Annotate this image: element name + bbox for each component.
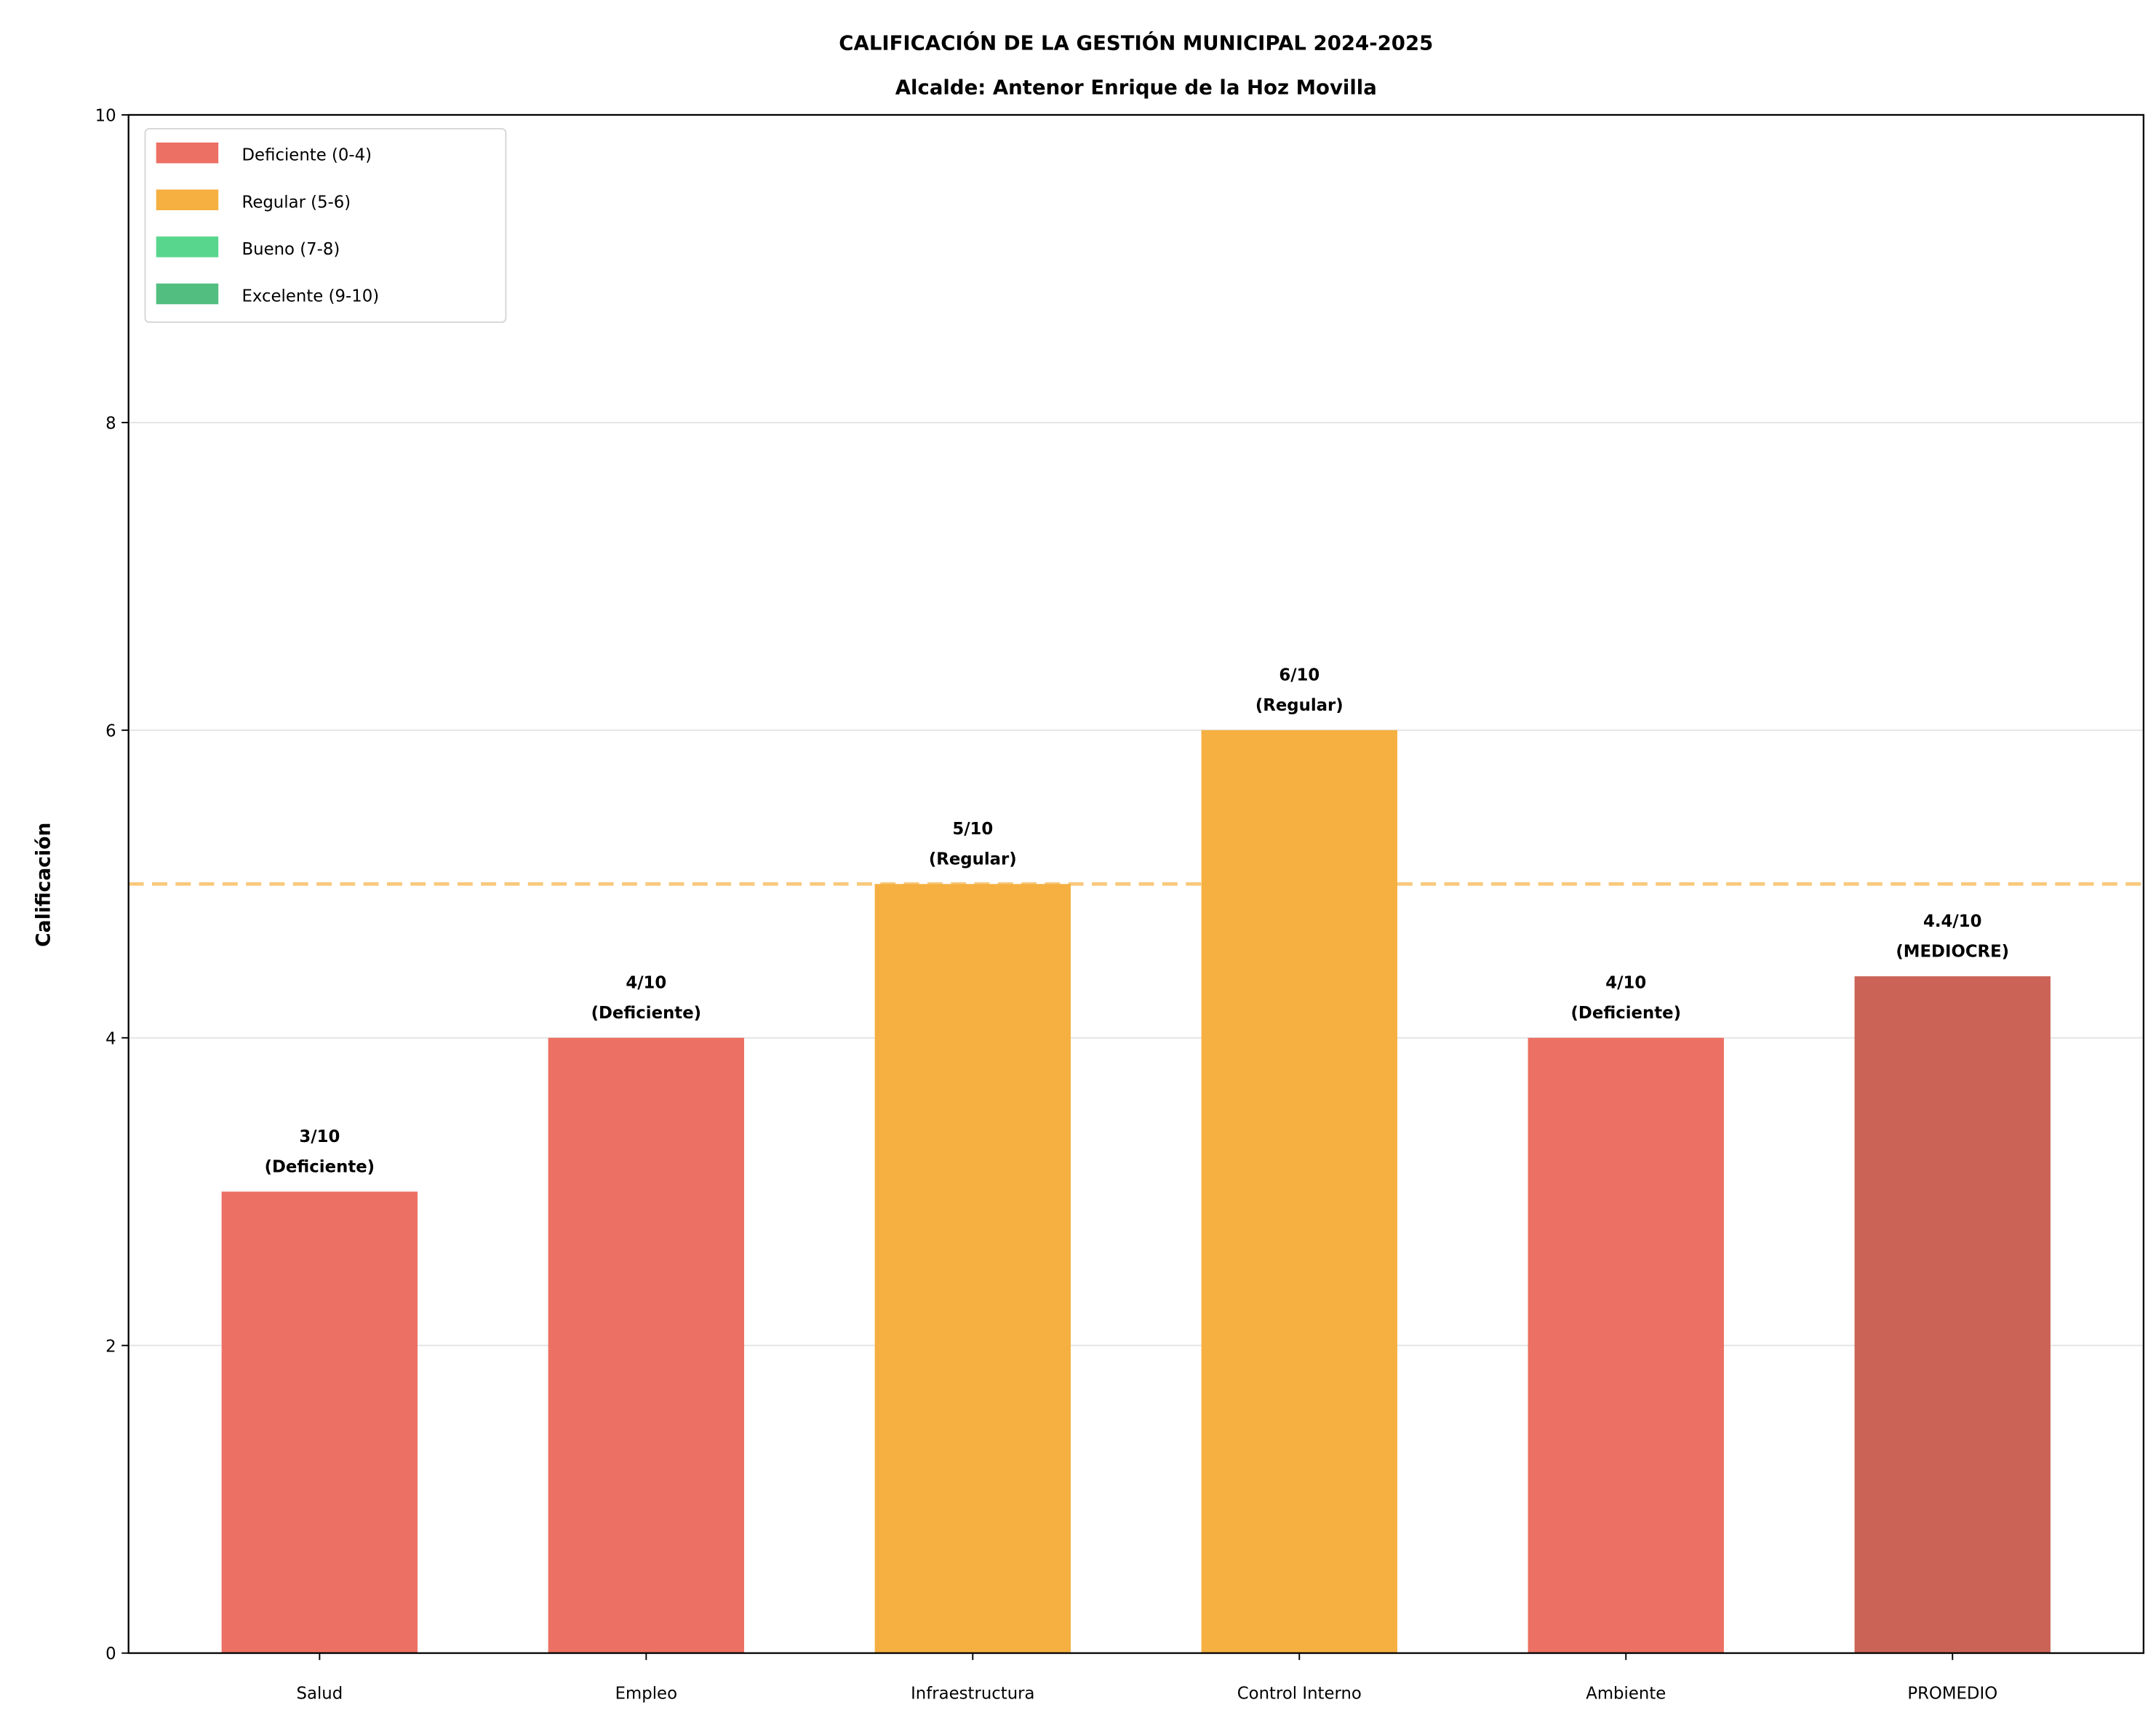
- y-tick-label: 6: [105, 722, 116, 740]
- x-tick-label: Empleo: [615, 1684, 677, 1703]
- legend-label: Bueno (7-8): [242, 240, 340, 259]
- y-tick-label: 10: [95, 107, 116, 126]
- legend-swatch: [156, 283, 219, 305]
- bar-control-interno: [1201, 730, 1397, 1653]
- legend-label: Excelente (9-10): [242, 287, 380, 306]
- legend-swatch: [156, 236, 219, 257]
- legend-box: [144, 128, 507, 323]
- bar-empleo: [548, 1037, 745, 1653]
- legend-swatch: [156, 142, 219, 164]
- data-label-value: 5/10: [952, 820, 993, 839]
- data-label-category: (Deficiente): [265, 1158, 375, 1177]
- bar-salud: [221, 1191, 418, 1653]
- data-label-value: 4/10: [1605, 973, 1646, 992]
- x-tick-label: Salud: [297, 1684, 343, 1703]
- legend-label: Regular (5-6): [242, 193, 351, 212]
- bar-ambiente: [1528, 1037, 1724, 1653]
- y-ticks: 0 2 4 6 8 10: [95, 107, 129, 1664]
- data-label-category: (Regular): [1255, 696, 1343, 715]
- data-label-category: (Deficiente): [1571, 1004, 1682, 1023]
- data-label-value: 4.4/10: [1923, 912, 1981, 931]
- x-tick-label: Ambiente: [1586, 1684, 1666, 1703]
- data-label-value: 3/10: [299, 1127, 340, 1146]
- data-label-value: 6/10: [1279, 666, 1319, 684]
- legend: Deficiente (0-4) Regular (5-6) Bueno (7-8)…: [144, 128, 507, 323]
- data-label-category: (Deficiente): [591, 1004, 702, 1023]
- y-tick-label: 0: [105, 1645, 116, 1664]
- data-label-value: 4/10: [626, 973, 666, 992]
- gridlines: [128, 421, 2144, 1346]
- x-tick-label: Infraestructura: [911, 1684, 1034, 1703]
- y-tick-label: 8: [105, 414, 116, 433]
- x-tick-label: PROMEDIO: [1907, 1684, 1997, 1703]
- bar-promedio: [1854, 976, 2051, 1653]
- legend-label: Deficiente (0-4): [242, 146, 372, 165]
- x-tick-label: Control Interno: [1237, 1684, 1362, 1703]
- data-label-category: (Regular): [929, 850, 1017, 869]
- chart-subtitle: Alcalde: Antenor Enrique de la Hoz Movil…: [895, 76, 1377, 99]
- data-labels: 3/10 (Deficiente) 4/10 (Deficiente) 5/10 (Reg…: [265, 666, 2010, 1176]
- plot-frame: [127, 113, 2145, 1654]
- bars: [221, 730, 2051, 1653]
- y-tick-label: 2: [105, 1337, 116, 1356]
- x-ticks: Salud Empleo Infraestructura Control Intern…: [297, 1653, 1997, 1703]
- legend-swatch: [156, 189, 219, 211]
- y-axis-label: Calificación: [32, 823, 55, 947]
- data-label-category: (MEDIOCRE): [1896, 943, 2009, 962]
- bar-infraestructura: [874, 884, 1071, 1653]
- y-tick-label: 4: [105, 1029, 116, 1048]
- chart-title: CALIFICACIÓN DE LA GESTIÓN MUNICIPAL 202…: [839, 31, 1433, 55]
